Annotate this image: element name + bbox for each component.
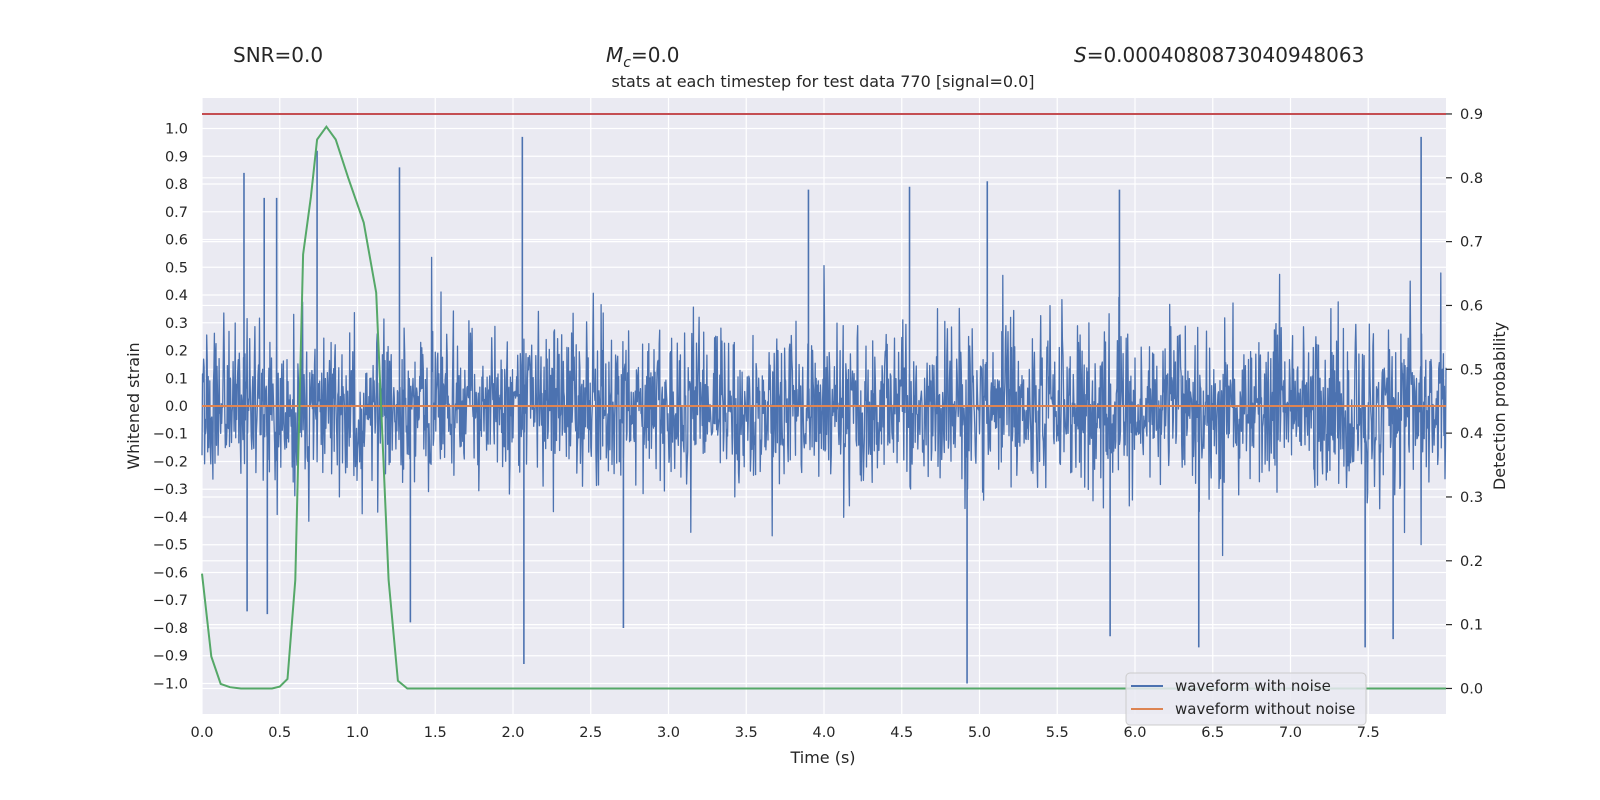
x-tick-label: 2.5: [579, 725, 602, 741]
chirp-mass-subscript: c: [623, 55, 631, 71]
right-y-tick-label: 0.0: [1460, 681, 1483, 697]
left-y-tick-label: 0.2: [165, 344, 188, 360]
left-y-tick-label: −0.9: [153, 649, 188, 665]
left-y-tick-label: 0.6: [165, 233, 188, 249]
right-y-tick-label: 0.1: [1460, 618, 1483, 634]
detection-probability-line: [201, 124, 1446, 690]
chirp-mass-label: Mc=0.0: [606, 43, 680, 71]
left-y-tick-label: 0.3: [165, 316, 188, 332]
left-y-tick-label: −0.6: [153, 565, 188, 581]
left-y-tick-label: 0.8: [165, 177, 188, 193]
x-tick-label: 3.0: [657, 725, 680, 741]
right-y-tick-label: 0.8: [1460, 171, 1483, 187]
x-tick-label: 3.5: [735, 725, 758, 741]
x-tick-label: 4.5: [890, 725, 913, 741]
left-y-axis-ticks: 1.0 0.9 0.8 0.7 0.6 0.5 0.4 0.3 0.2 0.1 0.0 −0.1 −0.…: [153, 122, 188, 693]
right-y-tick-label: 0.7: [1460, 235, 1483, 251]
x-tick-label: 1.0: [346, 725, 369, 741]
waveform-with-noise-line: [201, 256, 1447, 557]
right-y-tick-label: 0.4: [1460, 426, 1483, 442]
left-y-tick-label: 0.1: [165, 371, 188, 387]
left-y-axis-label: Whitened strain: [124, 342, 143, 469]
line-series: [201, 113, 1446, 690]
right-y-axis-label: Detection probability: [1490, 322, 1509, 490]
x-tick-label: 0.0: [190, 725, 213, 741]
left-y-tick-label: 0.4: [165, 288, 188, 304]
s-statistic-label: S=0.0004080873040948063: [1074, 43, 1364, 67]
x-tick-label: 7.0: [1279, 725, 1302, 741]
x-tick-label: 6.5: [1201, 725, 1224, 741]
right-y-tick-label: 0.2: [1460, 554, 1483, 570]
legend-box: [1125, 672, 1367, 726]
waveform-with-noise-series: [201, 136, 1447, 684]
chart-title: stats at each timestep for test data 770…: [611, 72, 1034, 91]
x-tick-label: 0.5: [268, 725, 291, 741]
left-y-tick-label: 0.0: [165, 399, 188, 415]
x-axis-label: Time (s): [789, 748, 855, 767]
left-y-tick-label: 0.5: [165, 260, 188, 276]
s-statistic-symbol: S: [1074, 43, 1087, 67]
left-y-tick-label: 0.7: [165, 205, 188, 221]
right-y-axis-ticks: 0.9 0.8 0.7 0.6 0.5 0.4 0.3 0.2 0.1 0.0: [1446, 107, 1483, 697]
left-y-tick-label: −0.8: [153, 621, 188, 637]
legend-label-waveform-with-noise: waveform with noise: [1175, 677, 1331, 695]
left-y-tick-label: −0.5: [153, 538, 188, 554]
right-y-tick-label: 0.3: [1460, 490, 1483, 506]
left-y-tick-label: −0.1: [153, 427, 188, 443]
x-tick-label: 4.0: [812, 725, 835, 741]
left-y-tick-label: −0.4: [153, 510, 188, 526]
legend-label-waveform-without-noise: waveform without noise: [1175, 700, 1355, 718]
snr-label: SNR=0.0: [233, 43, 323, 67]
left-y-tick-label: 0.9: [165, 149, 188, 165]
left-y-tick-label: −0.7: [153, 593, 188, 609]
left-y-tick-label: −0.3: [153, 482, 188, 498]
left-y-tick-label: −0.2: [153, 454, 188, 470]
right-y-tick-label: 0.5: [1460, 362, 1483, 378]
left-y-tick-label: 1.0: [165, 122, 188, 138]
x-tick-label: 5.0: [968, 725, 991, 741]
x-axis-ticks: 0.0 0.5 1.0 1.5 2.0 2.5 3.0 3.5 4.0 4.5 5.0 5.5 6.0 6…: [190, 725, 1379, 741]
right-y-tick-label: 0.9: [1460, 107, 1483, 123]
right-y-tick-label: 0.6: [1460, 298, 1483, 314]
x-tick-label: 1.5: [424, 725, 447, 741]
x-tick-label: 7.5: [1357, 725, 1380, 741]
s-statistic-value: =0.0004080873040948063: [1087, 43, 1365, 67]
chirp-mass-value: =0.0: [631, 43, 680, 67]
x-tick-label: 2.0: [501, 725, 524, 741]
x-tick-label: 6.0: [1123, 725, 1146, 741]
x-tick-label: 5.5: [1046, 725, 1069, 741]
chirp-mass-symbol: M: [606, 43, 623, 67]
left-y-tick-label: −1.0: [153, 676, 188, 692]
legend: waveform with noise waveform without noi…: [1125, 672, 1367, 726]
